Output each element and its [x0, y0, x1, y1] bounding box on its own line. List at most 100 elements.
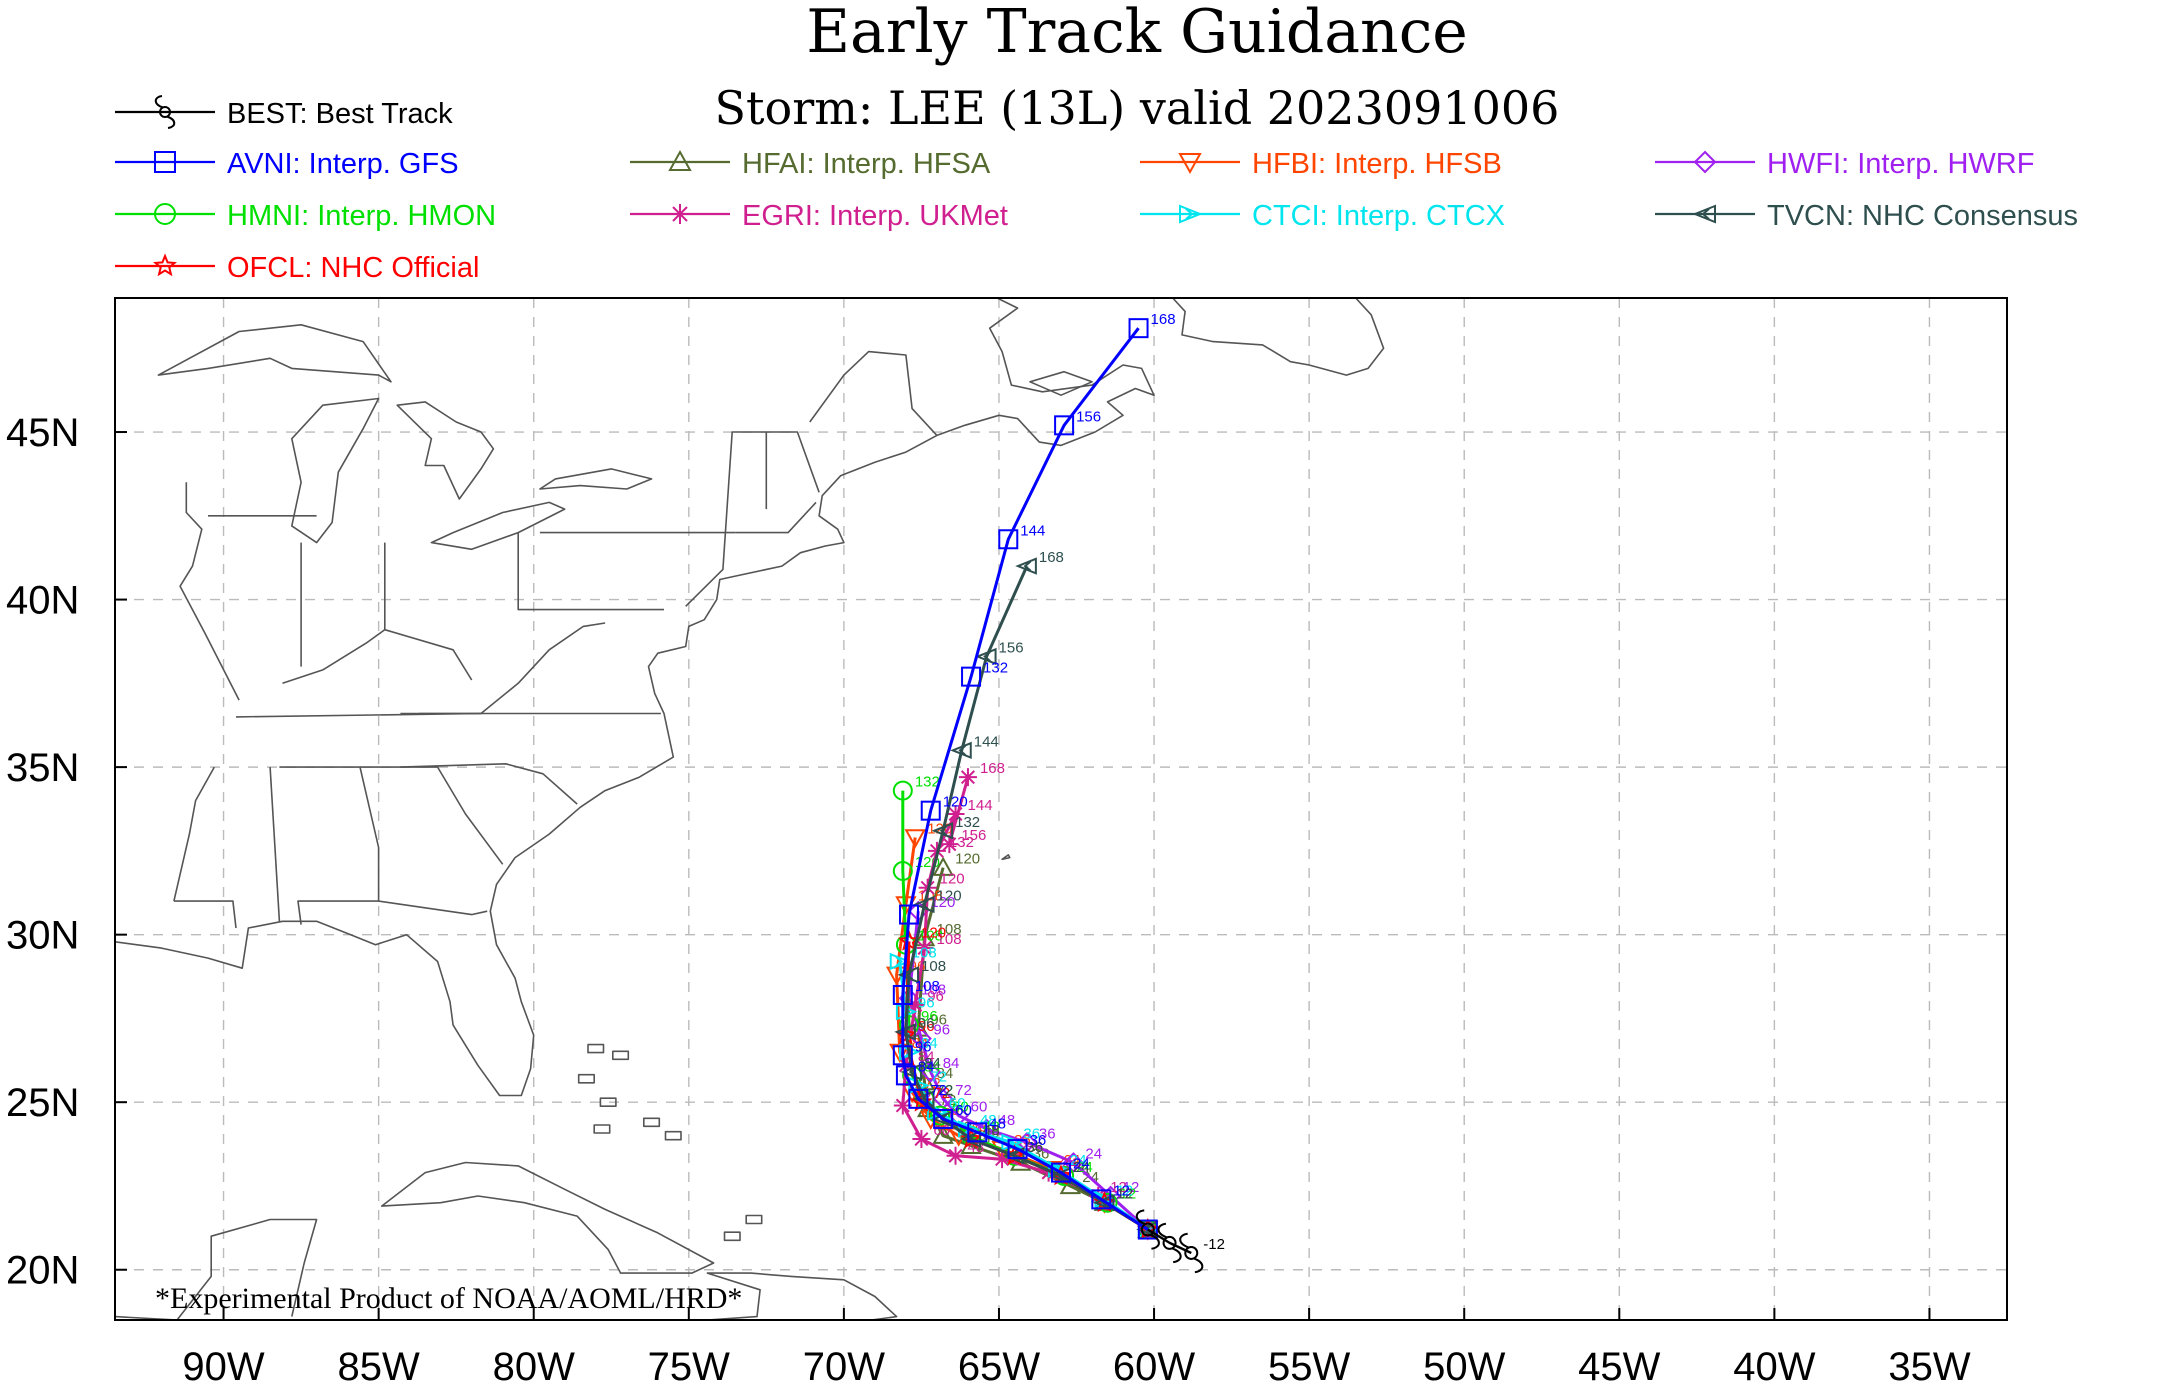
- border: [809, 350, 938, 436]
- map-background: [115, 298, 2007, 1320]
- tau-label: 24: [1070, 1152, 1087, 1169]
- border: [735, 501, 817, 534]
- circle-marker: [930, 1105, 951, 1126]
- y-tick-label: 45N: [6, 411, 79, 455]
- legend-label: HFAI: Interp. HFSA: [742, 148, 991, 180]
- diamond-marker: [1693, 150, 1717, 174]
- legend-item-ctci: CTCI: Interp. CTCX: [1140, 200, 1505, 232]
- track-line: [904, 565, 1149, 1231]
- tau-label: -12: [1203, 1236, 1225, 1253]
- tau-label: 60: [933, 1122, 950, 1139]
- tau-label: 72: [930, 1068, 947, 1085]
- tau-label: 156: [1076, 408, 1101, 425]
- tau-label: 12: [1116, 1186, 1133, 1203]
- x-tick-label: 80W: [493, 1345, 575, 1389]
- legend-label: TVCN: NHC Consensus: [1767, 200, 2078, 232]
- tau-label: 12: [1110, 1179, 1127, 1196]
- lake-michigan: [291, 397, 380, 544]
- coastlines-and-borders: [115, 298, 1385, 1320]
- coastline-newfoundland: [1172, 298, 1385, 376]
- asterisk-marker: [915, 939, 934, 958]
- asterisk-marker: [912, 1130, 931, 1149]
- triangle-marker: [932, 856, 954, 876]
- legend-item-hfai: HFAI: Interp. HFSA: [630, 148, 991, 180]
- tau-label: 120: [940, 871, 965, 888]
- tau-label: 96: [918, 995, 935, 1012]
- axis-labels: 90W 85W 80W 75W 70W 65W 60W 55W 50W 45W 40W 35W 20N 2…: [6, 411, 1971, 1389]
- tau-label: 84: [937, 1065, 954, 1082]
- island-bermuda: [1001, 854, 1011, 861]
- square-marker: [892, 1045, 913, 1066]
- track-line: [1147, 1228, 1192, 1255]
- border: [400, 763, 578, 805]
- square-marker: [1054, 415, 1075, 436]
- square-marker: [892, 984, 913, 1005]
- tau-label: 84: [918, 1048, 935, 1065]
- tau-label: 24: [1073, 1156, 1090, 1173]
- border: [179, 482, 240, 701]
- circle-marker: [892, 780, 913, 801]
- tau-label: 96: [930, 1011, 947, 1028]
- square-marker: [1137, 1219, 1158, 1240]
- legend-item-hwfi: HWFI: Interp. HWRF: [1655, 148, 2034, 180]
- asterisk-marker: [940, 835, 959, 854]
- tau-label: 84: [918, 1058, 935, 1075]
- tau-label: 84: [943, 1055, 960, 1072]
- legend-label: HMNI: Interp. HMON: [227, 200, 496, 232]
- square-marker: [1128, 318, 1149, 339]
- tau-label: 72: [933, 1085, 950, 1102]
- border: [378, 900, 488, 916]
- circle-marker: [154, 203, 176, 225]
- arrow-left-marker: [974, 647, 997, 666]
- tau-label: 96: [933, 1022, 950, 1039]
- tau-label: 60: [949, 1095, 966, 1112]
- tau-label: 108: [921, 958, 946, 975]
- tau-label: 72: [955, 1082, 972, 1099]
- triangle-down-marker: [1178, 153, 1202, 175]
- asterisk-marker: [946, 805, 965, 824]
- legend-item-best: BEST: Best Track: [115, 95, 453, 130]
- island-bahamas: [643, 1117, 661, 1128]
- legend-label: HWFI: Interp. HWRF: [1767, 148, 2034, 180]
- track-line: [901, 327, 1149, 1231]
- tau-label: 108: [912, 944, 937, 961]
- asterisk-marker: [893, 1096, 912, 1115]
- x-tick-label: 55W: [1268, 1345, 1350, 1389]
- tau-label: 120: [937, 887, 962, 904]
- square-marker: [967, 1122, 988, 1143]
- coastline-north-america: [115, 298, 1155, 1097]
- border: [269, 767, 281, 922]
- tau-label: 120: [921, 924, 946, 941]
- asterisk-marker: [906, 996, 925, 1015]
- tau-label: 84: [924, 1058, 941, 1075]
- square-marker: [933, 1108, 954, 1129]
- tau-label: 156: [999, 640, 1024, 657]
- tau-label: 156: [961, 827, 986, 844]
- legend-item-ofcl: OFCL: NHC Official: [115, 252, 479, 284]
- experimental-note: *Experimental Product of NOAA/AOML/HRD*: [155, 1282, 742, 1315]
- tau-label: 36: [1023, 1125, 1040, 1142]
- border: [235, 712, 482, 718]
- asterisk-marker: [946, 1146, 965, 1165]
- tau-label: 108: [921, 981, 946, 998]
- hurricane-marker: [1157, 1222, 1182, 1264]
- tau-label: 144: [968, 797, 993, 814]
- legend-label: EGRI: Interp. UKMet: [742, 200, 1008, 232]
- map-frame: [114, 297, 2008, 1321]
- diamond-marker: [1062, 1152, 1084, 1173]
- tau-label: 144: [1020, 522, 1045, 539]
- y-tick-label: 40N: [6, 579, 79, 623]
- coastline-jamaica: [617, 1319, 629, 1320]
- triangle-marker: [932, 1124, 954, 1144]
- chart-title: Early Track Guidance: [806, 0, 1468, 67]
- square-marker: [1007, 1139, 1028, 1160]
- legend: BEST: Best Track AVNI: Interp. GFS HFAI: I…: [115, 95, 2078, 284]
- tau-label: 96: [921, 1008, 938, 1025]
- arrow-right-marker: [1179, 204, 1203, 224]
- legend-item-hmni: HMNI: Interp. HMON: [115, 200, 496, 232]
- tau-label: 12: [1116, 1186, 1133, 1203]
- star-marker: [153, 253, 177, 277]
- tau-label: 132: [983, 660, 1008, 677]
- tau-label: 84: [921, 1035, 938, 1052]
